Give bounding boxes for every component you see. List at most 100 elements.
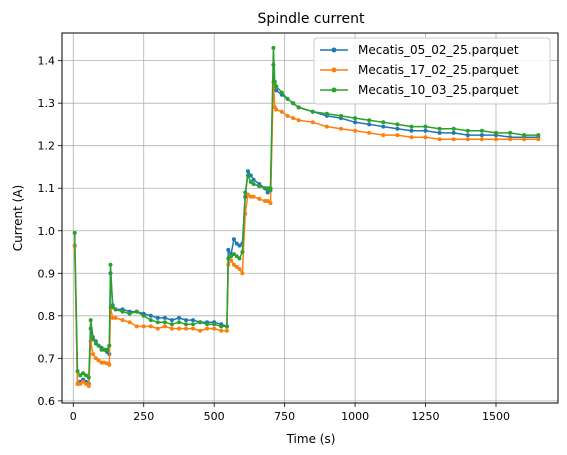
data-point bbox=[279, 109, 284, 114]
data-point bbox=[479, 137, 484, 142]
data-point bbox=[479, 133, 484, 138]
legend: Mecatis_05_02_25.parquet Mecatis_17_02_25… bbox=[313, 37, 551, 105]
data-point bbox=[141, 313, 146, 318]
data-point bbox=[262, 186, 267, 191]
data-point bbox=[237, 243, 242, 248]
ticks: 0 250 500 750 1000 1250 1500 0.6 0.7 0.8 0.9 1.0 1.1… bbox=[38, 55, 511, 423]
data-point bbox=[169, 326, 174, 331]
data-point bbox=[251, 194, 256, 199]
data-point bbox=[120, 309, 125, 314]
data-point bbox=[237, 267, 242, 271]
data-point bbox=[75, 369, 80, 374]
x-tick-label: 0 bbox=[70, 410, 77, 423]
data-point bbox=[177, 326, 181, 331]
legend-label: Mecatis_10_03_25.parquet bbox=[358, 83, 519, 97]
data-point bbox=[324, 111, 329, 116]
data-point bbox=[155, 315, 160, 320]
x-tick-label: 250 bbox=[133, 410, 154, 423]
data-point bbox=[240, 271, 245, 276]
data-point bbox=[81, 379, 86, 384]
data-point bbox=[81, 371, 86, 376]
data-point bbox=[257, 196, 262, 201]
data-point bbox=[353, 128, 358, 133]
data-point bbox=[99, 360, 104, 365]
data-point bbox=[93, 341, 98, 346]
data-point bbox=[91, 335, 95, 340]
data-point bbox=[198, 328, 203, 333]
data-point bbox=[155, 326, 160, 331]
data-point bbox=[113, 315, 118, 320]
series-3 bbox=[72, 45, 541, 380]
data-point bbox=[272, 79, 277, 84]
data-point bbox=[226, 256, 231, 261]
data-point bbox=[310, 120, 315, 125]
x-tick-label: 1500 bbox=[482, 410, 510, 423]
data-point bbox=[88, 318, 93, 323]
data-point bbox=[265, 199, 270, 203]
data-point bbox=[224, 328, 229, 333]
data-point bbox=[219, 324, 224, 329]
data-point bbox=[231, 237, 236, 242]
data-point bbox=[395, 133, 400, 138]
data-point bbox=[184, 326, 188, 331]
data-point bbox=[86, 384, 91, 388]
data-point bbox=[285, 113, 290, 118]
data-point bbox=[86, 375, 91, 380]
plot-frame bbox=[61, 32, 559, 404]
data-point bbox=[367, 130, 372, 135]
grid bbox=[62, 33, 558, 403]
legend-swatch-marker bbox=[331, 67, 337, 73]
data-point bbox=[229, 254, 234, 259]
data-point bbox=[240, 250, 245, 254]
data-point bbox=[229, 258, 234, 263]
data-point bbox=[339, 126, 343, 131]
data-point bbox=[96, 343, 101, 348]
data-point bbox=[169, 318, 174, 323]
data-point bbox=[148, 318, 153, 323]
data-point bbox=[536, 133, 541, 138]
data-point bbox=[437, 137, 442, 142]
data-point bbox=[251, 182, 256, 186]
data-point bbox=[409, 124, 414, 129]
legend-item: Mecatis_17_02_25.parquet bbox=[320, 63, 519, 77]
data-point bbox=[243, 190, 248, 195]
data-point bbox=[141, 324, 146, 329]
data-point bbox=[113, 307, 118, 312]
data-point bbox=[423, 128, 428, 133]
y-tick-label: 1.2 bbox=[38, 140, 56, 153]
y-tick-label: 0.9 bbox=[38, 267, 56, 280]
legend-item: Mecatis_05_02_25.parquet bbox=[320, 43, 519, 57]
data-point bbox=[522, 133, 527, 138]
data-point bbox=[134, 324, 139, 329]
series-layer bbox=[72, 45, 541, 388]
legend-swatch-marker bbox=[331, 47, 337, 53]
data-point bbox=[234, 254, 239, 259]
data-point bbox=[465, 128, 470, 133]
data-point bbox=[72, 230, 77, 235]
data-point bbox=[248, 173, 253, 178]
data-point bbox=[237, 256, 242, 261]
data-point bbox=[99, 347, 104, 352]
data-point bbox=[91, 352, 95, 357]
data-point bbox=[246, 192, 250, 197]
data-point bbox=[226, 247, 231, 252]
data-point bbox=[381, 133, 386, 138]
data-point bbox=[155, 320, 160, 325]
data-point bbox=[246, 173, 250, 178]
y-tick-label: 1.0 bbox=[38, 225, 56, 238]
data-point bbox=[105, 347, 110, 352]
data-point bbox=[265, 186, 270, 191]
data-point bbox=[110, 305, 115, 310]
legend-item: Mecatis_10_03_25.parquet bbox=[320, 83, 519, 97]
y-tick-label: 1.4 bbox=[38, 55, 56, 68]
data-point bbox=[522, 137, 527, 142]
series-2 bbox=[72, 79, 541, 388]
data-point bbox=[84, 373, 88, 378]
data-point bbox=[162, 324, 167, 329]
data-point bbox=[248, 179, 253, 184]
data-point bbox=[353, 116, 358, 121]
data-point bbox=[423, 124, 428, 129]
data-point bbox=[508, 130, 513, 135]
data-point bbox=[324, 124, 329, 129]
y-tick-label: 1.3 bbox=[38, 97, 56, 110]
